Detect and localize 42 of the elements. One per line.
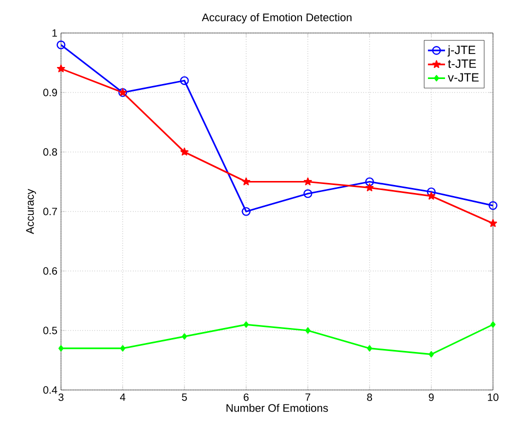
point bbox=[427, 192, 436, 200]
point bbox=[303, 189, 312, 198]
y-tick-label: 0.9 bbox=[43, 88, 57, 96]
point bbox=[305, 327, 310, 334]
point bbox=[488, 219, 498, 227]
y-tick-label: 0.6 bbox=[43, 267, 58, 275]
y-tick-label: 0.7 bbox=[43, 208, 57, 216]
point bbox=[365, 177, 374, 186]
x-tick-label: 8 bbox=[367, 394, 372, 401]
x-tick-label: 5 bbox=[182, 394, 187, 401]
y-axis-title: Accuracy bbox=[26, 188, 36, 234]
point bbox=[56, 64, 66, 72]
legend-label: j-JTE bbox=[448, 45, 476, 57]
x-tick-label: 6 bbox=[244, 394, 249, 401]
point bbox=[180, 76, 189, 85]
y-tick-label: 0.8 bbox=[43, 148, 58, 156]
y-tick-label: 0.4 bbox=[43, 386, 58, 394]
chart-title: Accuracy of Emotion Detection bbox=[202, 13, 352, 24]
point bbox=[366, 183, 374, 192]
legend-label: v-JTE bbox=[448, 73, 479, 82]
x-tick-label: 9 bbox=[428, 394, 434, 401]
y-tick-label: 1 bbox=[52, 29, 57, 37]
legend-label: t-JTE bbox=[448, 60, 476, 68]
point bbox=[490, 321, 496, 328]
point bbox=[56, 40, 66, 50]
point bbox=[242, 178, 250, 186]
x-tick-label: 7 bbox=[305, 394, 310, 401]
x-tick-label: 10 bbox=[488, 394, 498, 401]
point bbox=[58, 345, 64, 352]
x-axis-title: Number Of Emotions bbox=[226, 404, 328, 412]
point bbox=[428, 351, 434, 358]
point bbox=[367, 345, 372, 352]
point bbox=[180, 148, 188, 156]
point bbox=[488, 201, 498, 210]
point bbox=[242, 207, 251, 216]
x-tick-label: 4 bbox=[120, 394, 126, 401]
point bbox=[120, 345, 126, 352]
x-tick-label: 3 bbox=[58, 394, 64, 401]
y-tick-label: 0.5 bbox=[43, 326, 58, 334]
point bbox=[304, 178, 312, 186]
point bbox=[182, 333, 187, 340]
point bbox=[244, 321, 249, 328]
